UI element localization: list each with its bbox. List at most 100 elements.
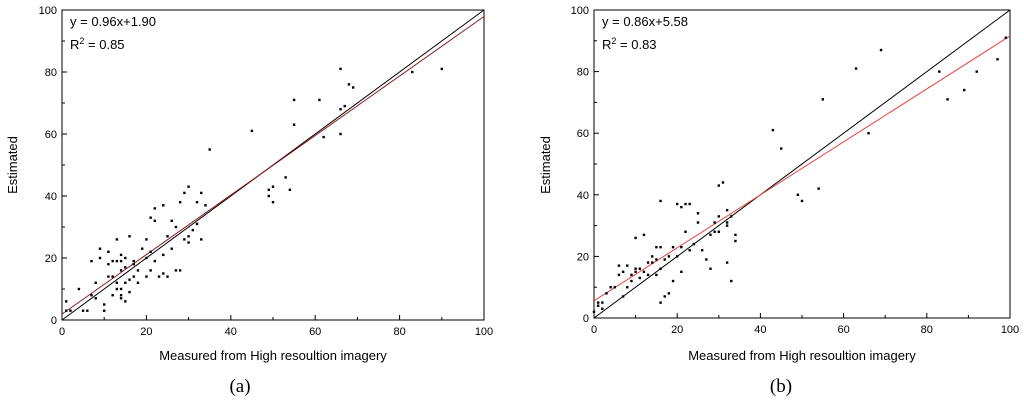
data-point bbox=[200, 191, 203, 195]
data-point bbox=[638, 276, 641, 280]
y-tick-label: 80 bbox=[577, 67, 589, 79]
data-point bbox=[94, 281, 97, 284]
data-point bbox=[90, 294, 93, 297]
data-point bbox=[630, 273, 633, 277]
data-point bbox=[651, 261, 654, 264]
data-point bbox=[107, 275, 110, 278]
r-squared: R2 = 0.85 bbox=[70, 36, 125, 52]
data-point bbox=[119, 294, 123, 297]
data-point bbox=[124, 300, 127, 303]
axis-ticks bbox=[61, 9, 485, 321]
data-point bbox=[115, 238, 119, 241]
data-point bbox=[592, 310, 596, 314]
data-point bbox=[195, 201, 199, 204]
data-point bbox=[817, 187, 820, 190]
r-squared-superscript: 2 bbox=[79, 36, 84, 46]
data-point bbox=[596, 301, 600, 304]
data-point bbox=[145, 275, 148, 278]
data-point bbox=[77, 287, 81, 291]
x-tick-label: 40 bbox=[754, 324, 766, 336]
x-tick-label: 0 bbox=[591, 324, 597, 336]
panel-label: (b) bbox=[770, 376, 792, 397]
data-point bbox=[717, 215, 720, 218]
data-point bbox=[90, 259, 93, 263]
scatter-panel-b: 0 20 40 60 80 100 0 20 40 60 80 100 y = 0.86x+5.58… bbox=[538, 5, 1019, 397]
data-point bbox=[119, 253, 123, 257]
x-tick-labels: 0 20 40 60 80 100 bbox=[591, 324, 1019, 336]
x-tick-label: 20 bbox=[671, 324, 683, 336]
data-point bbox=[730, 215, 733, 218]
data-point bbox=[111, 259, 114, 263]
data-point bbox=[187, 185, 190, 188]
data-point bbox=[119, 287, 123, 291]
data-point bbox=[717, 230, 720, 233]
data-point bbox=[153, 207, 157, 210]
data-point bbox=[65, 300, 68, 303]
data-point bbox=[692, 242, 696, 246]
data-point bbox=[339, 108, 342, 111]
data-point bbox=[725, 224, 729, 227]
data-point bbox=[174, 225, 178, 229]
data-point bbox=[626, 264, 629, 267]
data-point bbox=[128, 278, 131, 281]
data-point bbox=[183, 191, 186, 195]
data-point bbox=[651, 255, 654, 258]
data-point bbox=[103, 303, 106, 306]
scatter-panel-a: 0 20 40 60 80 100 0 20 40 60 80 100 y = 0.96x+1.90… bbox=[5, 5, 493, 397]
data-points bbox=[65, 67, 443, 312]
y-tick-label: 60 bbox=[577, 128, 589, 140]
x-tick-label: 60 bbox=[309, 326, 321, 338]
data-point bbox=[725, 209, 729, 212]
y-tick-label: 20 bbox=[577, 251, 589, 263]
data-point bbox=[963, 88, 966, 92]
data-point bbox=[730, 279, 733, 283]
data-point bbox=[322, 135, 325, 139]
panel-label: (a) bbox=[229, 376, 250, 397]
data-point bbox=[696, 221, 700, 224]
data-point bbox=[1004, 36, 1008, 39]
data-point bbox=[609, 286, 612, 289]
data-point bbox=[676, 202, 679, 206]
data-point bbox=[680, 270, 683, 273]
data-point bbox=[271, 201, 275, 204]
data-point bbox=[867, 132, 870, 135]
r-symbol: R bbox=[70, 37, 79, 52]
data-point bbox=[725, 221, 729, 224]
data-point bbox=[646, 273, 650, 277]
data-point bbox=[250, 129, 254, 133]
y-tick-labels: 0 20 40 60 80 100 bbox=[571, 5, 589, 325]
regression-equation: y = 0.96x+1.90 bbox=[70, 14, 156, 29]
data-point bbox=[111, 294, 114, 297]
data-point bbox=[717, 184, 720, 187]
x-tick-label: 20 bbox=[140, 326, 152, 338]
data-point bbox=[709, 233, 712, 237]
x-tick-label: 80 bbox=[393, 326, 405, 338]
data-point bbox=[132, 275, 135, 278]
data-point bbox=[688, 249, 691, 252]
data-point bbox=[187, 235, 190, 238]
y-tick-label: 100 bbox=[571, 5, 589, 17]
data-point bbox=[709, 267, 712, 270]
data-point bbox=[115, 287, 119, 291]
data-point bbox=[162, 253, 165, 257]
y-tick-label: 0 bbox=[51, 315, 57, 327]
data-point bbox=[630, 279, 633, 283]
y-tick-label: 100 bbox=[39, 5, 57, 17]
data-point bbox=[617, 273, 621, 277]
data-point bbox=[659, 267, 662, 270]
data-point bbox=[318, 98, 321, 102]
y-tick-label: 0 bbox=[583, 313, 589, 325]
data-point bbox=[634, 267, 637, 270]
data-point bbox=[621, 270, 625, 273]
data-point bbox=[343, 104, 346, 108]
data-point bbox=[596, 304, 600, 307]
data-point bbox=[684, 202, 687, 206]
data-point bbox=[124, 256, 127, 260]
data-point bbox=[166, 235, 169, 238]
data-point bbox=[170, 247, 173, 250]
data-point bbox=[854, 67, 858, 70]
data-point bbox=[86, 309, 89, 312]
data-point bbox=[69, 309, 72, 312]
data-point bbox=[166, 275, 169, 278]
data-point bbox=[734, 233, 737, 237]
